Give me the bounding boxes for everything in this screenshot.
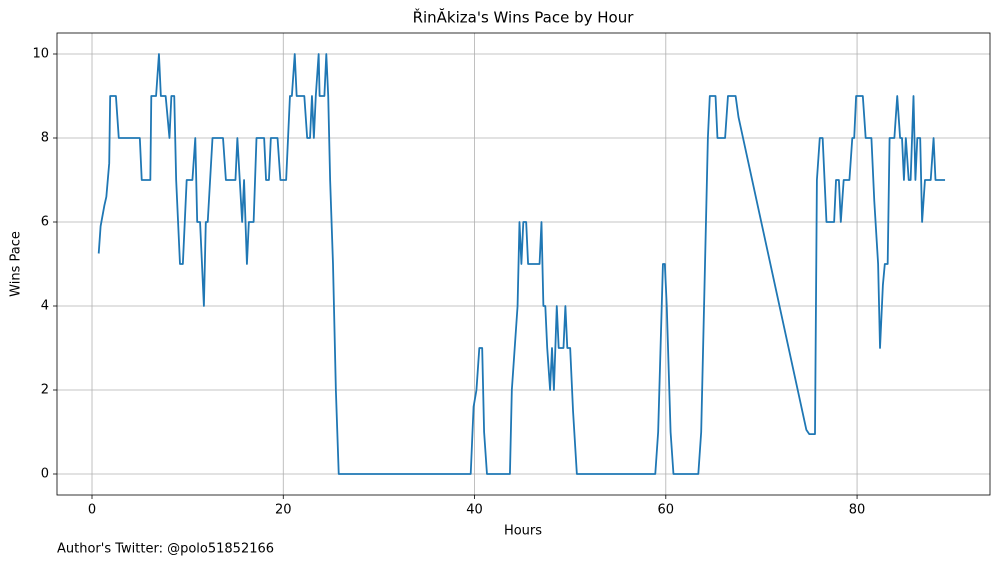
y-tick-label: 0: [41, 467, 49, 482]
footnote: Author's Twitter: @polo51852166: [57, 542, 274, 557]
y-tick-label: 4: [41, 299, 49, 314]
x-tick-label: 60: [658, 503, 675, 518]
x-axis-label: Hours: [504, 524, 542, 539]
data-line: [97, 53, 946, 475]
chart-title: ŘinĂkiza's Wins Pace by Hour: [413, 8, 635, 27]
x-tick-label: 80: [849, 503, 866, 518]
x-tick-label: 0: [88, 503, 96, 518]
y-tick-label: 6: [41, 215, 49, 230]
x-tick-label: 20: [275, 503, 292, 518]
plot-frame: [56, 32, 991, 496]
y-tick-label: 10: [32, 47, 49, 62]
y-tick-label: 8: [41, 131, 49, 146]
y-axis-label: Wins Pace: [9, 231, 24, 297]
y-tick-label: 2: [41, 383, 49, 398]
x-tick-label: 40: [466, 503, 483, 518]
